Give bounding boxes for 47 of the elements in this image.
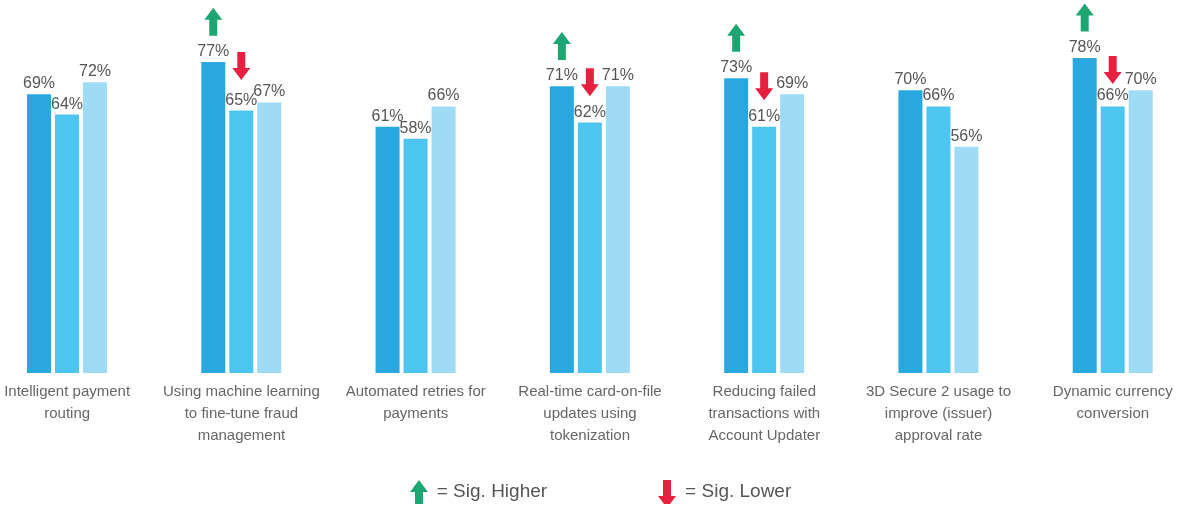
bar (549, 86, 574, 373)
legend-label: = Sig. Higher (436, 480, 548, 502)
bar (375, 126, 400, 373)
bar (1072, 58, 1097, 373)
data-label: 71% (545, 66, 578, 84)
bar (27, 94, 51, 373)
x-tick-label: Reducing failed transactions with Account Updater (708, 381, 821, 443)
bar (605, 86, 630, 373)
bar (1100, 106, 1125, 373)
x-tick-label: Using machine learning to fine-tune fraud management (163, 381, 320, 443)
bar (724, 78, 749, 373)
bar (926, 106, 951, 373)
bar (83, 82, 107, 373)
bar (403, 138, 428, 373)
data-label: 62% (573, 102, 606, 120)
bar (431, 106, 456, 373)
data-label: 66% (922, 86, 955, 104)
x-tick-label: Real-time card-on-file updates using tokenization (518, 381, 662, 443)
bar (898, 90, 923, 373)
bar (201, 62, 226, 373)
x-tick-label: 3D Secure 2 usage to improve (issuer) approval rate (866, 381, 1012, 443)
data-label: 70% (1124, 70, 1157, 88)
x-tick-label: Intelligent payment routing (4, 381, 131, 421)
data-label: 56% (950, 126, 983, 144)
data-label: 66% (1096, 86, 1129, 104)
data-label: 61% (748, 106, 781, 124)
bar (257, 102, 282, 373)
data-label: 69% (22, 74, 56, 92)
legend-label: = Sig. Lower (685, 480, 792, 502)
data-label: 73% (720, 58, 753, 76)
x-tick-label: Automated retries for payments (345, 381, 486, 421)
data-label: 69% (776, 74, 809, 92)
bar (55, 114, 79, 373)
bar (752, 126, 777, 373)
bar (577, 122, 602, 373)
data-label: 78% (1068, 38, 1101, 55)
data-label: 66% (427, 86, 460, 104)
data-label: 71% (601, 66, 634, 84)
x-tick-label: Dynamic currency conversion (1052, 381, 1174, 421)
data-label: 64% (50, 94, 84, 112)
bar (954, 146, 979, 373)
bar (780, 94, 805, 373)
data-label: 70% (894, 70, 927, 88)
bar (1128, 90, 1153, 373)
data-label: 77% (197, 42, 230, 60)
data-label: 72% (78, 62, 112, 80)
bar (229, 110, 254, 373)
